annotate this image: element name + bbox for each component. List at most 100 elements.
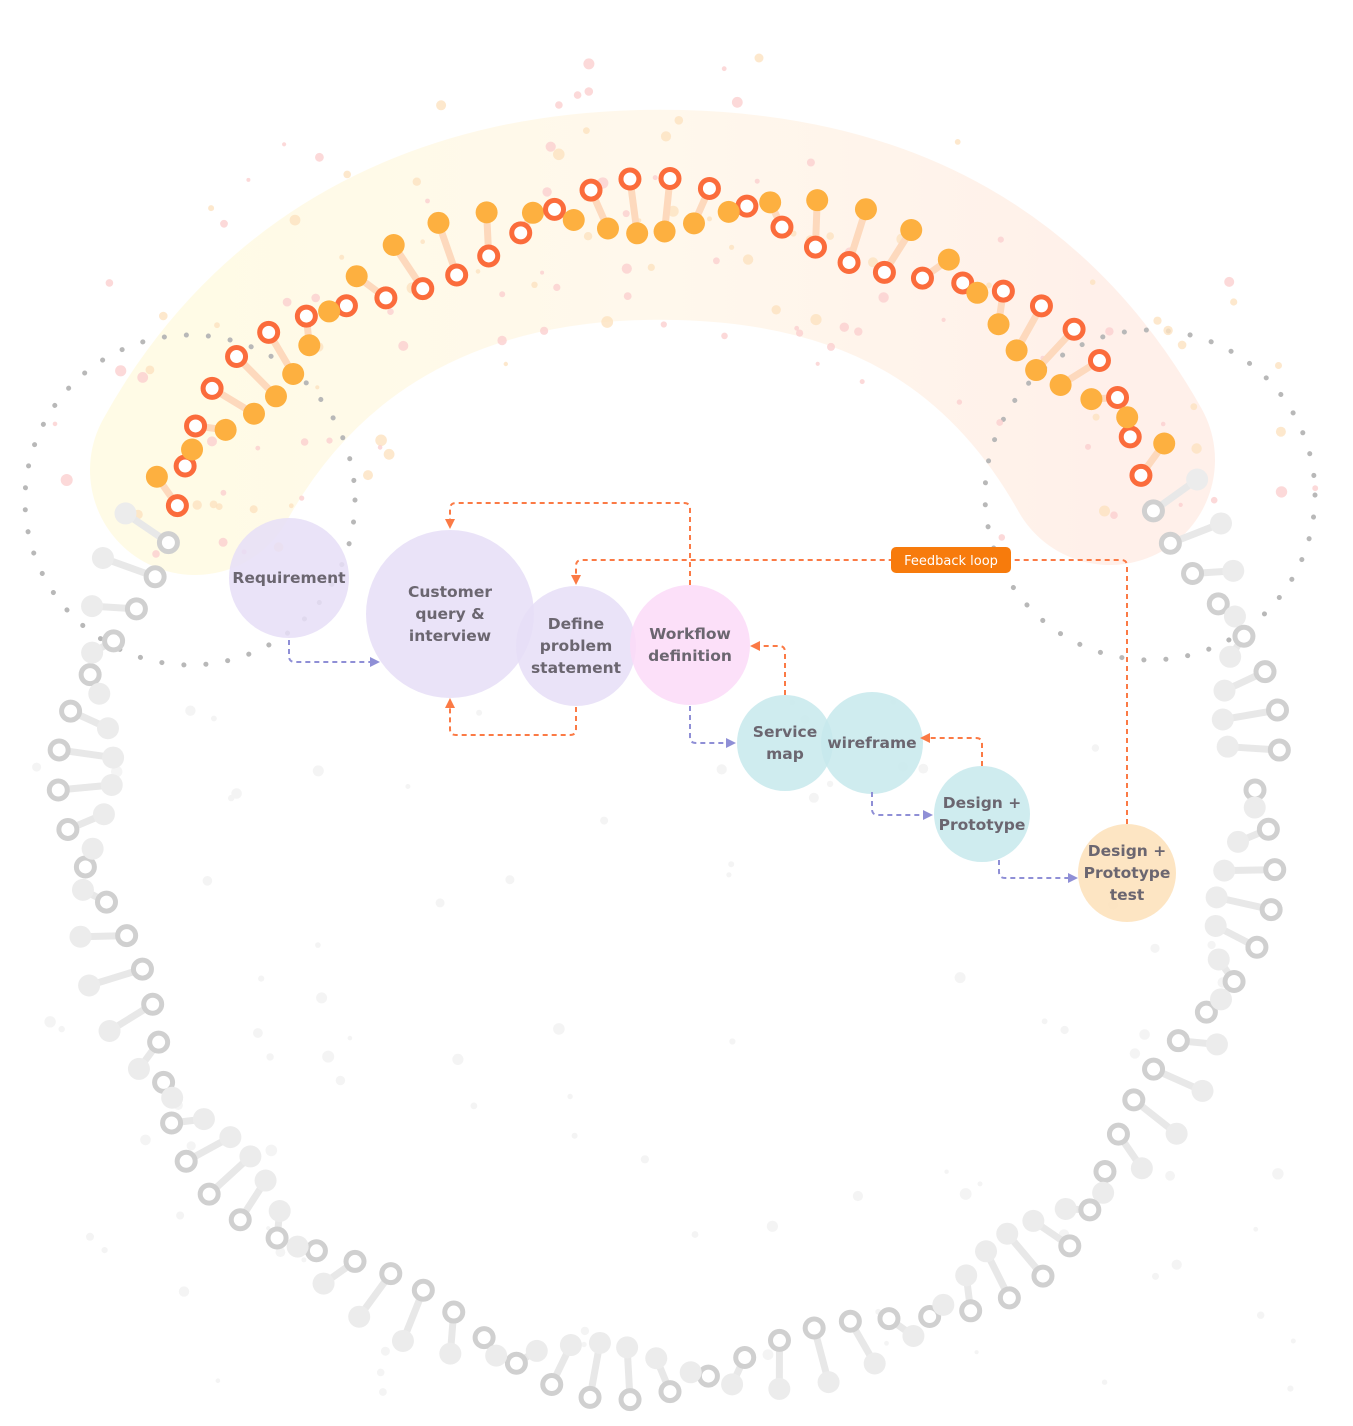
confetti-dot (322, 1050, 335, 1063)
confetti-dot (105, 279, 114, 287)
helix-rung (1206, 592, 1246, 628)
confetti-dot (420, 239, 426, 244)
confetti-dots (32, 53, 1319, 1396)
confetti-dot (178, 1286, 190, 1297)
node-label: Customer (408, 583, 492, 601)
confetti-dot (1177, 340, 1187, 350)
helix-rung (152, 1070, 184, 1109)
confetti-dot (1290, 1338, 1296, 1344)
helix-rung-colored (1129, 432, 1176, 487)
helix-rung (721, 1346, 757, 1396)
node-label: Design + (943, 794, 1021, 812)
confetti-dot (376, 1368, 385, 1377)
node-service-map[interactable]: Service map (737, 695, 833, 791)
node-label: definition (648, 647, 732, 665)
confetti-dot (622, 210, 630, 218)
confetti-dot (754, 53, 764, 63)
highlight-band (90, 109, 1215, 575)
helix-rung-colored (717, 194, 759, 223)
node-customer-query[interactable]: Customer query & interview (366, 530, 534, 698)
confetti-dot (214, 322, 220, 329)
confetti-dot (1171, 1259, 1182, 1270)
confetti-dot (137, 372, 149, 383)
confetti-dot (289, 214, 301, 226)
confetti-dot (826, 232, 834, 240)
confetti-dot (60, 474, 73, 486)
confetti-dot (766, 1220, 779, 1232)
confetti-dot (282, 142, 287, 147)
confetti-dot (1210, 496, 1218, 504)
confetti-dot (691, 1231, 699, 1238)
confetti-dot (806, 158, 815, 167)
helix-rung-colored (257, 320, 305, 385)
confetti-dot (375, 434, 387, 447)
node-requirement[interactable]: Requirement (229, 518, 349, 638)
confetti-dot (956, 399, 963, 405)
helix-rung-colored (1116, 406, 1142, 449)
confetti-dot (1275, 486, 1288, 498)
confetti-dot (986, 282, 992, 289)
helix-rung-colored (427, 211, 469, 287)
confetti-dot (601, 316, 614, 328)
helix-rung (679, 1361, 720, 1388)
helix-rung-colored (759, 191, 794, 239)
helix-rung-colored (184, 414, 237, 441)
confetti-dot (567, 1093, 573, 1100)
helix-rung-colored (1025, 317, 1086, 382)
feedback-loop-badge: Feedback loop (891, 547, 1011, 573)
node-design-prototype-test[interactable]: Design + Prototype test (1078, 824, 1176, 922)
confetti-dot (1089, 279, 1096, 286)
arrow-wireframe-to-design-prototype (871, 792, 933, 820)
confetti-dot (884, 1340, 889, 1346)
node-workflow[interactable]: Workflow definition (630, 585, 750, 705)
confetti-dot (301, 1257, 307, 1263)
helix-rung (1204, 914, 1269, 959)
helix-rung (286, 1235, 328, 1263)
helix-rung (1207, 948, 1246, 993)
helix-rung-colored (579, 178, 619, 240)
confetti-dot (571, 1132, 578, 1139)
helix-rung (71, 878, 118, 914)
confetti-dot (1230, 298, 1238, 306)
node-design-prototype[interactable]: Design + Prototype (934, 766, 1030, 862)
arrow-design-prototype-to-wireframe (920, 733, 983, 766)
confetti-dot (412, 177, 421, 186)
node-define-problem[interactable]: Define problem statement (516, 586, 636, 706)
confetti-dot (878, 292, 889, 303)
confetti-dot (771, 305, 781, 315)
arrow-design-prototype-to-test (998, 860, 1078, 883)
confetti-dot (1160, 421, 1166, 427)
confetti-dot (207, 436, 217, 447)
helix-rung (91, 546, 167, 589)
confetti-dot (86, 1232, 94, 1241)
dna-helix-ring (46, 167, 1291, 1412)
confetti-dot (140, 1134, 151, 1146)
node-label: interview (409, 627, 491, 645)
decorative-background (22, 53, 1319, 1412)
confetti-dot (312, 765, 324, 777)
confetti-dot (145, 365, 155, 375)
confetti-dot (249, 505, 258, 514)
helix-rung (439, 1300, 466, 1365)
confetti-dot (810, 314, 822, 326)
confetti-dot (176, 1211, 185, 1220)
confetti-dot (311, 293, 321, 303)
helix-rung-colored (1080, 386, 1130, 411)
helix-rung-colored (294, 304, 321, 357)
node-wireframe[interactable]: wireframe (821, 692, 923, 794)
helix-rung (228, 1169, 277, 1232)
helix-rung (73, 837, 104, 879)
helix-rung-colored (1049, 349, 1111, 397)
confetti-dot (379, 1388, 387, 1396)
confetti-dot (1099, 505, 1110, 517)
confetti-dot (583, 232, 593, 241)
confetti-dot (729, 244, 735, 250)
node-circle (366, 530, 534, 698)
confetti-dot (918, 763, 929, 774)
confetti-dot (405, 784, 411, 789)
confetti-dot (377, 445, 383, 450)
helix-rung (1211, 698, 1289, 731)
helix-rung-colored (653, 167, 682, 243)
confetti-dot (159, 311, 168, 321)
confetti-dot (1091, 744, 1100, 752)
